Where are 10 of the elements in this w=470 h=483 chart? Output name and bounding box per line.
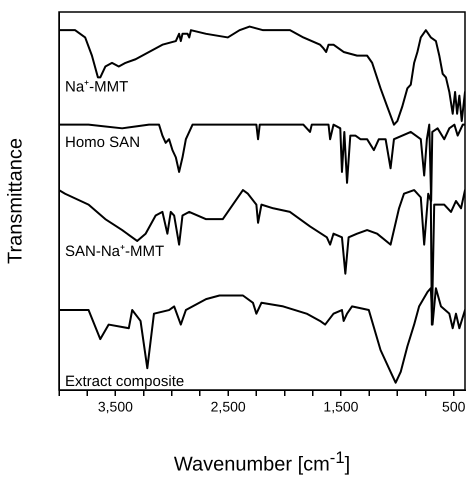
y-axis-title: Transmittance	[4, 138, 27, 264]
x-tick-label: 3,500	[98, 398, 134, 414]
series-label: Extract composite	[65, 373, 184, 390]
series-label: Na⁺-MMT	[65, 78, 128, 96]
series-label: SAN-Na⁺-MMT	[65, 243, 164, 260]
series-label: Homo SAN	[65, 134, 140, 151]
x-tick-label: 2,500	[210, 398, 246, 414]
x-tick-label: 1,500	[323, 398, 359, 414]
x-tick-label: 500	[442, 398, 466, 414]
x-axis-title: Wavenumber [cm$^{-1}$]	[172, 448, 352, 477]
